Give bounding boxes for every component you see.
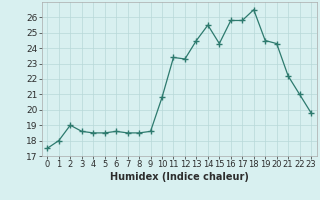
- X-axis label: Humidex (Indice chaleur): Humidex (Indice chaleur): [110, 172, 249, 182]
